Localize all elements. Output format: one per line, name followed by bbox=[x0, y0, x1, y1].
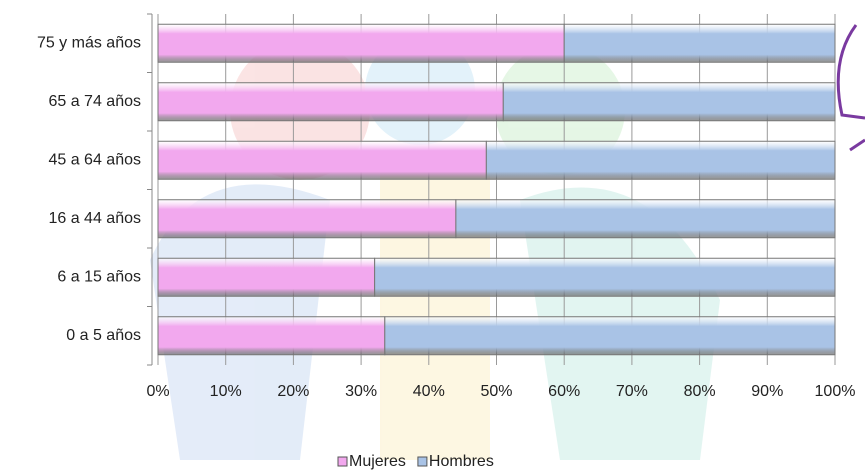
x-tick-label: 40% bbox=[413, 383, 445, 400]
x-tick-label: 10% bbox=[210, 383, 242, 400]
x-tick-label: 20% bbox=[277, 383, 309, 400]
y-tick-label: 6 a 15 años bbox=[57, 268, 141, 285]
legend-swatch bbox=[417, 456, 428, 467]
x-tick-label: 70% bbox=[616, 383, 648, 400]
bar-segment bbox=[157, 199, 457, 239]
bar-segment bbox=[374, 257, 836, 297]
bar-segment bbox=[485, 140, 836, 180]
bar-segment bbox=[157, 23, 565, 63]
bar-segment bbox=[157, 316, 386, 356]
x-tick-label: 60% bbox=[548, 383, 580, 400]
bar-segment bbox=[157, 82, 504, 122]
x-tick-label: 0% bbox=[146, 383, 169, 400]
x-tick-label: 90% bbox=[751, 383, 783, 400]
bar-segment bbox=[502, 82, 836, 122]
bar-segment bbox=[384, 316, 836, 356]
bar-segment bbox=[455, 199, 836, 239]
speech-bubble bbox=[836, 24, 865, 152]
y-tick-label: 65 a 74 años bbox=[48, 93, 141, 110]
y-tick-label: 0 a 5 años bbox=[66, 327, 141, 344]
x-tick-label: 50% bbox=[480, 383, 512, 400]
x-tick-label: 100% bbox=[815, 383, 856, 400]
bar-segment bbox=[563, 23, 836, 63]
legend-label: Mujeres bbox=[349, 453, 406, 470]
y-tick-label: 16 a 44 años bbox=[48, 210, 141, 227]
y-tick-label: 75 y más años bbox=[37, 34, 141, 51]
bar-segment bbox=[157, 257, 376, 297]
bar-segment bbox=[157, 140, 487, 180]
legend-label: Hombres bbox=[429, 453, 494, 470]
x-tick-label: 80% bbox=[684, 383, 716, 400]
legend-swatch bbox=[337, 456, 348, 467]
x-tick-label: 30% bbox=[345, 383, 377, 400]
y-tick-label: 45 a 64 años bbox=[48, 151, 141, 168]
